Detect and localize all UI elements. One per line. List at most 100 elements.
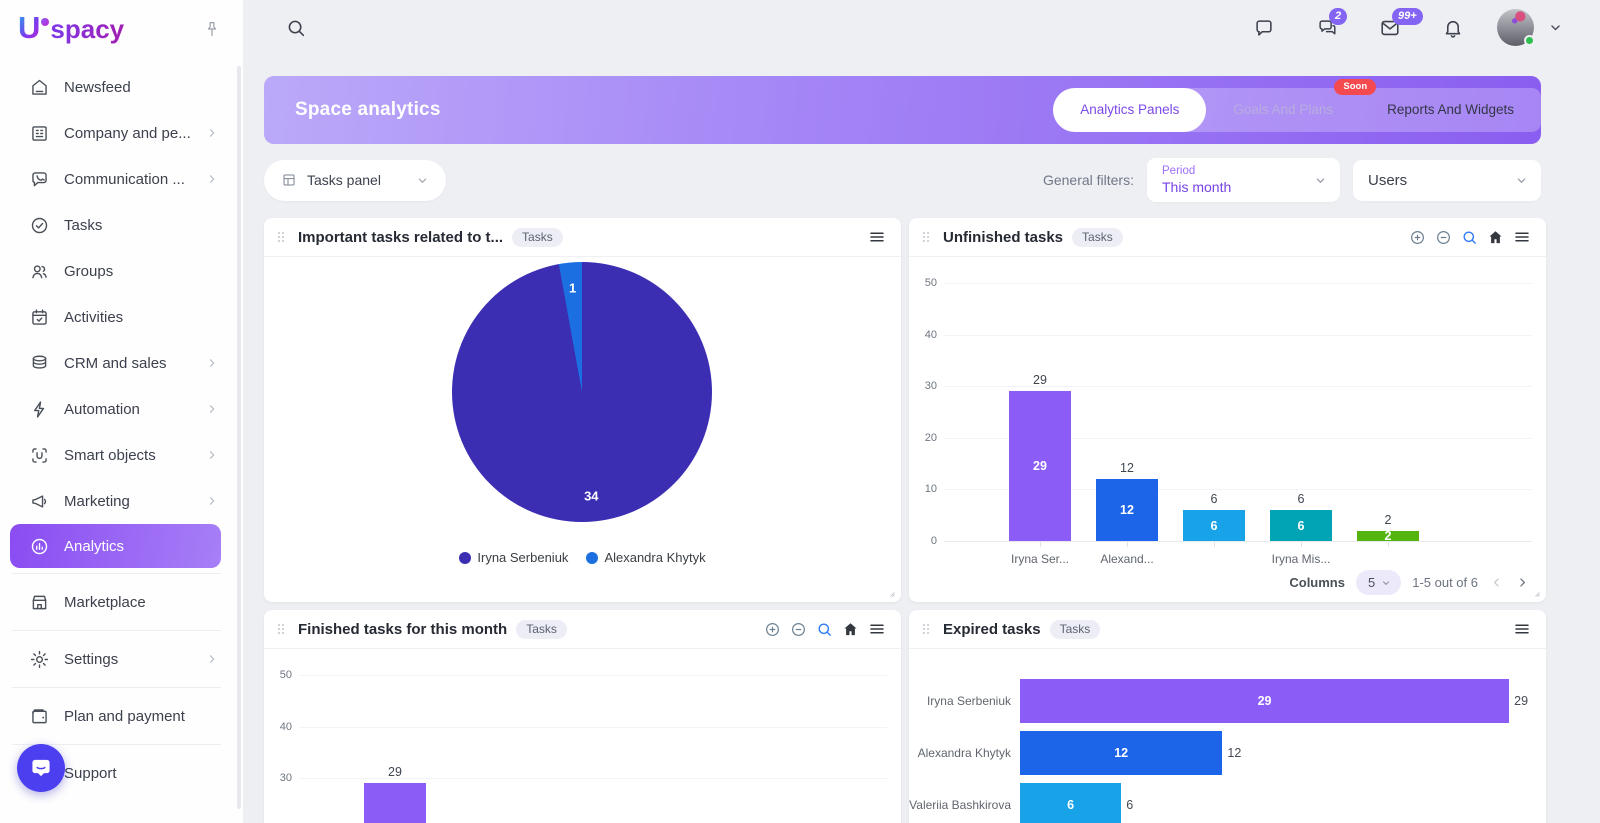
sidebar-nav: Newsfeed Company and pe... Communication .… (0, 58, 243, 796)
pin-sidebar-icon[interactable] (203, 20, 221, 38)
sidebar-item-marketing[interactable]: Marketing (0, 478, 243, 524)
sidebar-scrollbar[interactable] (237, 66, 241, 809)
sidebar-item-company-and-pe[interactable]: Company and pe... (0, 110, 243, 156)
sidebar-item-label: Support (64, 764, 117, 782)
profile-menu (1497, 9, 1564, 46)
comment-icon[interactable] (1253, 17, 1275, 39)
chat-phone-icon (29, 169, 50, 190)
sidebar-item-analytics[interactable]: Analytics (10, 524, 221, 568)
sidebar-item-newsfeed[interactable]: Newsfeed (0, 64, 243, 110)
reset-zoom-home-icon[interactable] (1487, 229, 1504, 246)
next-page-icon[interactable] (1515, 575, 1530, 590)
panel-title: Expired tasks (943, 620, 1041, 638)
drag-handle-icon[interactable] (918, 229, 934, 245)
sidebar-item-marketplace[interactable]: Marketplace (0, 579, 243, 625)
legend-item[interactable]: Iryna Serbeniuk (459, 550, 568, 565)
bar[interactable]: 6 (1020, 783, 1122, 823)
legend-item[interactable]: Alexandra Khytyk (586, 550, 706, 565)
pie-slice-value-label: 34 (584, 488, 599, 504)
mail-button[interactable]: 99+ (1379, 7, 1423, 39)
pie[interactable]: 34 1 (452, 262, 712, 522)
analytics-icon (29, 536, 50, 557)
brand-logo[interactable]: U spacy (18, 11, 124, 47)
chat-bubble-icon (32, 759, 50, 777)
panel-menu-icon[interactable] (868, 228, 886, 246)
zap-icon (29, 399, 50, 420)
drag-handle-icon[interactable] (273, 229, 289, 245)
chat-launcher-button[interactable] (17, 744, 65, 792)
sidebar-item-smart-objects[interactable]: Smart objects (0, 432, 243, 478)
bar[interactable]: 12 (1020, 731, 1223, 775)
sidebar-divider (12, 687, 221, 688)
period-select-label: Period (1162, 165, 1196, 177)
messenger-button[interactable]: 2 (1316, 7, 1348, 39)
x-axis-label: Iryna Mis... (1271, 552, 1331, 566)
tab-analytics-panels[interactable]: Analytics Panels (1053, 88, 1207, 132)
search-icon[interactable] (285, 17, 307, 39)
y-axis-tick-label: 30 (279, 772, 292, 785)
gridline (944, 489, 1532, 491)
bar[interactable]: 29 (1020, 679, 1510, 723)
building-icon (29, 123, 50, 144)
tab-goals-and-plans[interactable]: Goals And Plans Soon (1206, 79, 1377, 132)
zoom-out-icon[interactable] (790, 621, 807, 638)
bar[interactable]: 2 (1357, 530, 1419, 541)
panel-menu-icon[interactable] (1513, 620, 1531, 638)
chevron-right-icon (205, 172, 219, 186)
bell-icon[interactable] (1442, 17, 1464, 39)
panel-select-value: Tasks panel (307, 172, 381, 188)
sidebar-item-activities[interactable]: Activities (0, 294, 243, 340)
sidebar-item-tasks[interactable]: Tasks (0, 202, 243, 248)
prev-page-icon[interactable] (1489, 575, 1504, 590)
columns-size-select[interactable]: 5 (1355, 570, 1402, 595)
drag-handle-icon[interactable] (273, 621, 289, 637)
sidebar-item-plan-and-payment[interactable]: Plan and payment (0, 693, 243, 739)
panels-grid: Important tasks related to t... Tasks 34… (264, 218, 1600, 823)
bar[interactable]: 12 (1096, 479, 1158, 541)
tasks-badge: Tasks (1072, 227, 1123, 247)
x-axis-tick (1301, 542, 1302, 547)
tab-reports-and-widgets[interactable]: Reports And Widgets (1387, 102, 1514, 117)
legend-dot (586, 551, 599, 564)
selection-zoom-icon[interactable] (816, 621, 833, 638)
bar-inside-value-label: 6 (1297, 518, 1305, 533)
mail-icon (1379, 17, 1401, 39)
users-select[interactable]: Users (1353, 159, 1541, 201)
sidebar-item-groups[interactable]: Groups (0, 248, 243, 294)
zoom-out-icon[interactable] (1435, 229, 1452, 246)
panel-menu-icon[interactable] (1513, 228, 1531, 246)
panel-select[interactable]: Tasks panel (264, 159, 446, 201)
bar-inside-value-label: 2 (1384, 530, 1392, 541)
sidebar-item-communication[interactable]: Communication ... (0, 156, 243, 202)
avatar[interactable] (1497, 9, 1535, 46)
filters-row: Tasks panel General filters: Period This… (264, 158, 1541, 202)
drag-handle-icon[interactable] (918, 621, 934, 637)
sidebar-item-automation[interactable]: Automation (0, 386, 243, 432)
selection-zoom-icon[interactable] (1461, 229, 1478, 246)
sidebar-item-settings[interactable]: Settings (0, 636, 243, 682)
panel-menu-icon[interactable] (868, 620, 886, 638)
sidebar: U spacy Newsfeed Company and pe... Communi… (0, 0, 243, 823)
chevron-down-icon[interactable] (1547, 19, 1564, 36)
zoom-in-icon[interactable] (764, 621, 781, 638)
users-icon (29, 261, 50, 282)
zoom-in-icon[interactable] (1409, 229, 1426, 246)
sidebar-item-label: Communication ... (64, 170, 185, 188)
resize-handle-icon[interactable] (1529, 586, 1542, 599)
x-axis-tick (1127, 542, 1128, 547)
bar[interactable]: 29 (1009, 391, 1071, 541)
period-select-value: This month (1162, 179, 1232, 195)
bar[interactable]: 29 (364, 783, 426, 823)
reset-zoom-home-icon[interactable] (842, 621, 859, 638)
legend-label: Iryna Serbeniuk (477, 550, 569, 565)
soon-badge: Soon (1334, 79, 1377, 95)
sidebar-divider (12, 573, 221, 574)
resize-handle-icon[interactable] (884, 586, 897, 599)
chevron-down-icon (1380, 577, 1392, 589)
chevron-down-icon (1313, 173, 1328, 188)
bar[interactable]: 6 (1183, 510, 1245, 541)
period-select[interactable]: Period This month (1147, 158, 1340, 202)
sidebar-item-label: Analytics (64, 537, 125, 555)
bar[interactable]: 6 (1270, 510, 1332, 541)
sidebar-item-crm-and-sales[interactable]: CRM and sales (0, 340, 243, 386)
